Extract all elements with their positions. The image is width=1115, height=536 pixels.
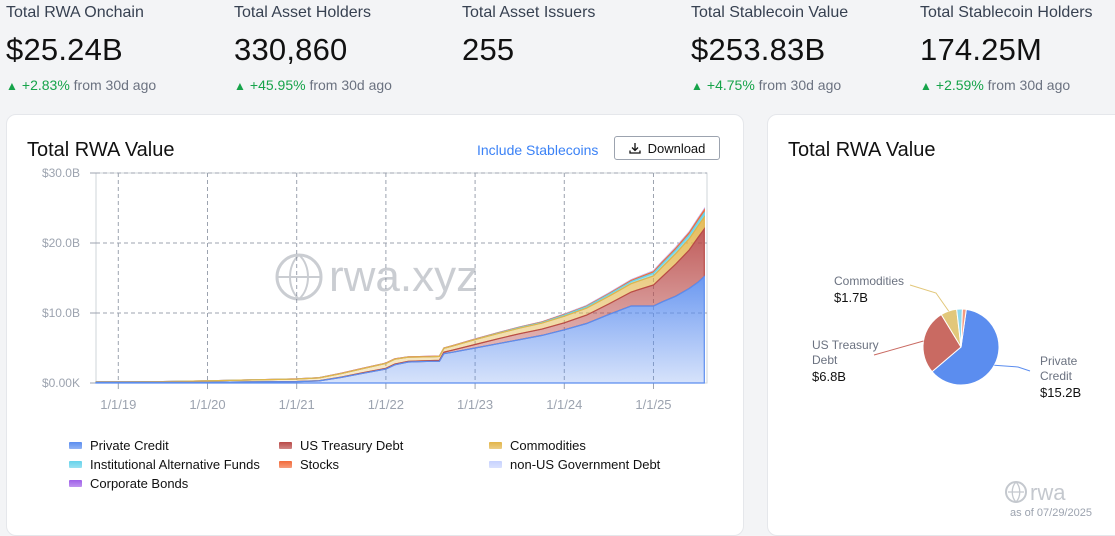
stat-label: Total Stablecoin Holders [920, 4, 1093, 21]
watermark: rwa.xyz [275, 252, 478, 301]
pie-leader-line [994, 364, 1031, 372]
watermark-text: rwa.xyz [329, 252, 478, 301]
pie-label-name: Commodities [834, 274, 904, 288]
brand-text: rwa [1030, 480, 1066, 505]
legend-label: Stocks [300, 457, 340, 472]
legend-item-institutional-alternative-funds[interactable]: Institutional Alternative Funds [69, 457, 260, 472]
stat-change-value: +2.83% [21, 77, 70, 93]
legend-label: Commodities [510, 438, 586, 453]
download-label: Download [647, 140, 706, 156]
legend-label: Corporate Bonds [90, 476, 189, 491]
pie-label-name: US Treasury [812, 338, 879, 352]
legend-swatch [279, 442, 292, 449]
pie-label-value: $15.2B [1040, 385, 1081, 400]
y-tick-label: $20.0B [42, 236, 80, 250]
legend-label: non-US Government Debt [510, 457, 661, 472]
pie-label-value: $1.7B [834, 290, 868, 305]
up-arrow-icon: ▲ [920, 79, 932, 93]
rwa-value-chart-card: Total RWA Value Include Stablecoins Down… [6, 114, 744, 536]
stat-change-suffix: from 30d ago [309, 77, 392, 93]
brand-logo: rwa [1002, 478, 1115, 522]
stat-change: ▲ +2.83% from 30d ago [6, 76, 226, 95]
download-icon [628, 143, 641, 154]
legend-item-non-us-government-debt[interactable]: non-US Government Debt [489, 457, 660, 472]
stacked-area-chart[interactable]: $0.00K $10.0B $20.0B $30.0B 1/1/19 1/1/20 1/1/… [7, 115, 743, 435]
x-tick-label: 1/1/19 [100, 397, 136, 412]
up-arrow-icon: ▲ [234, 79, 246, 93]
stat-change: ▲ +45.95% from 30d ago [234, 76, 454, 95]
stat-asset-issuers: Total Asset Issuers 255 [462, 4, 682, 70]
chart-title: Total RWA Value [27, 139, 175, 161]
legend-label: US Treasury Debt [300, 438, 404, 453]
stat-change-suffix: from 30d ago [758, 77, 842, 93]
stat-stablecoin-holders: Total Stablecoin Holders 174.25M ▲ +2.59%… [920, 4, 1115, 95]
up-arrow-icon: ▲ [6, 79, 18, 93]
pie-label-name: Debt [812, 353, 838, 367]
stat-label: Total Stablecoin Value [691, 4, 849, 21]
x-tick-label: 1/1/23 [457, 397, 493, 412]
watermark-globe-lines [277, 254, 321, 300]
legend-swatch [279, 461, 292, 468]
legend-item-private-credit[interactable]: Private Credit [69, 438, 169, 453]
legend-swatch [69, 442, 82, 449]
pie-slice-us-treasury-debt [922, 313, 962, 373]
x-tick-label: 1/1/21 [279, 397, 315, 412]
rwa-pie-card: Total RWA Value Commodities $1.7B US Treas… [767, 114, 1115, 536]
pie-slice-stocks [960, 308, 967, 348]
stat-label: Total Asset Holders [234, 4, 371, 21]
y-tick-label: $30.0B [42, 166, 80, 180]
stat-change-suffix: from 30d ago [73, 77, 157, 93]
brand-mark-icon: rwa [1005, 480, 1066, 505]
pie-label-name: Private [1040, 354, 1078, 368]
stat-change-value: +4.75% [706, 77, 755, 93]
pie-leader-line [873, 340, 924, 356]
legend-label: Institutional Alternative Funds [90, 457, 260, 472]
x-tick-label: 1/1/25 [635, 397, 671, 412]
legend-item-us-treasury-debt[interactable]: US Treasury Debt [279, 438, 403, 453]
stat-value: 174.25M [920, 32, 1043, 67]
y-tick-label: $0.00K [42, 376, 80, 390]
stat-change-suffix: from 30d ago [987, 77, 1071, 93]
x-tick-label: 1/1/24 [546, 397, 582, 412]
x-tick-label: 1/1/20 [189, 397, 225, 412]
pie-title: Total RWA Value [788, 139, 936, 161]
stat-total-rwa: Total RWA Onchain $25.24B ▲ +2.83% from 3… [6, 4, 226, 95]
stat-value: $25.24B [6, 32, 123, 67]
stat-value: $253.83B [691, 32, 826, 67]
area-private-credit [95, 275, 705, 384]
stat-change: ▲ +4.75% from 30d ago [691, 76, 911, 95]
stats-row: Total RWA Onchain $25.24B ▲ +2.83% from 3… [0, 0, 1115, 105]
pie-label-value: $6.8B [812, 369, 846, 384]
watermark-globe-icon [275, 253, 323, 301]
legend-item-stocks[interactable]: Stocks [279, 457, 339, 472]
legend-swatch [69, 480, 82, 487]
stat-change-value: +2.59% [935, 77, 984, 93]
legend-item-commodities[interactable]: Commodities [489, 438, 586, 453]
y-tick-label: $10.0B [42, 306, 80, 320]
legend-swatch [489, 442, 502, 449]
stat-value: 330,860 [234, 32, 348, 67]
up-arrow-icon: ▲ [691, 79, 703, 93]
stat-change: ▲ +2.59% from 30d ago [920, 76, 1115, 95]
pie-label-name: Credit [1040, 369, 1073, 383]
download-button[interactable]: Download [614, 136, 720, 160]
pie-slice-private-credit [931, 308, 1000, 386]
pie-leader-line [909, 284, 950, 312]
stat-label: Total RWA Onchain [6, 4, 144, 21]
legend-swatch [489, 461, 502, 468]
include-stablecoins-link[interactable]: Include Stablecoins [477, 142, 599, 158]
stat-value: 255 [462, 32, 515, 67]
x-tick-label: 1/1/22 [368, 397, 404, 412]
legend-label: Private Credit [90, 438, 169, 453]
stat-label: Total Asset Issuers [462, 4, 596, 21]
legend-item-corporate-bonds[interactable]: Corporate Bonds [69, 476, 188, 491]
stat-change-value: +45.95% [249, 77, 306, 93]
legend-swatch [69, 461, 82, 468]
stat-asset-holders: Total Asset Holders 330,860 ▲ +45.95% fro… [234, 4, 454, 95]
stat-stablecoin-value: Total Stablecoin Value $253.83B ▲ +4.75% … [691, 4, 911, 95]
as-of-date: as of 07/29/2025 [1010, 507, 1092, 519]
